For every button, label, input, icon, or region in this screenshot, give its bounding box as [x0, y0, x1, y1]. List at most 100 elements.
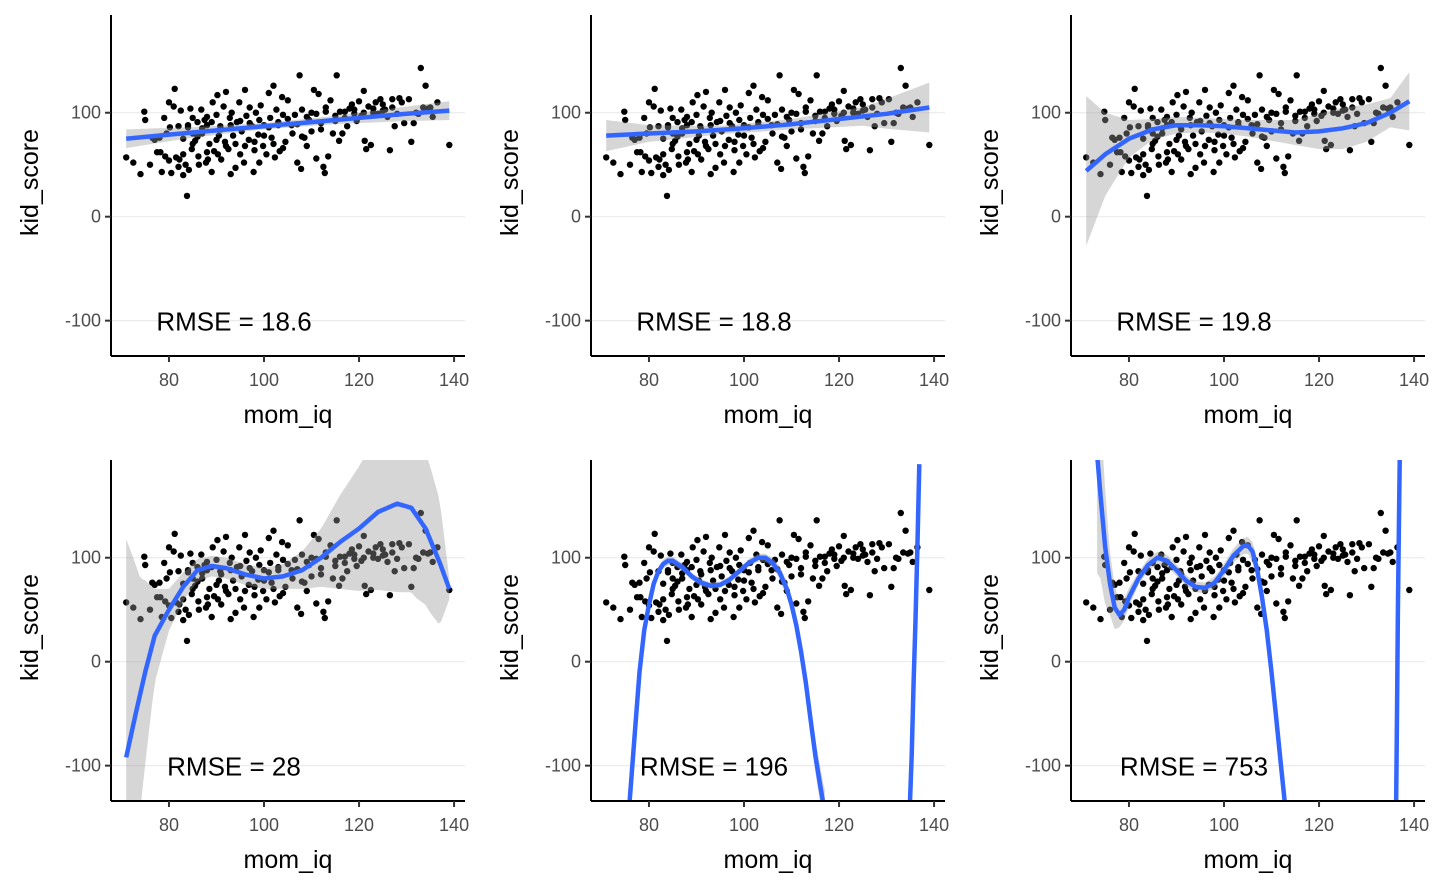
data-point	[1293, 517, 1300, 524]
data-point	[156, 579, 163, 586]
data-point	[1382, 82, 1389, 89]
data-point	[764, 97, 771, 104]
data-point	[355, 543, 363, 550]
data-point	[1281, 614, 1288, 622]
data-point	[1166, 140, 1173, 148]
data-point	[828, 546, 836, 553]
data-point	[769, 575, 776, 582]
data-point	[1263, 558, 1270, 566]
data-point	[363, 590, 370, 598]
data-point	[256, 159, 263, 166]
data-point	[698, 601, 705, 608]
data-point	[1257, 165, 1265, 173]
data-point	[199, 570, 206, 577]
data-point	[1188, 109, 1195, 116]
data-point	[1263, 113, 1270, 121]
data-point	[721, 531, 729, 539]
data-point	[1275, 535, 1282, 543]
x-tick-label: 140	[439, 815, 469, 835]
data-point	[1304, 568, 1311, 575]
data-point	[843, 145, 850, 153]
data-point	[268, 579, 275, 586]
data-point	[360, 554, 367, 561]
data-point	[1346, 147, 1354, 154]
data-point	[1281, 169, 1288, 177]
data-point	[245, 136, 252, 143]
data-point	[279, 144, 287, 152]
data-point	[771, 111, 779, 119]
data-point	[1239, 111, 1247, 119]
data-point	[651, 530, 658, 537]
data-point	[819, 575, 826, 582]
data-point	[1140, 171, 1147, 179]
data-point	[329, 575, 337, 582]
data-point	[750, 82, 757, 89]
data-point	[1256, 517, 1263, 524]
data-point	[146, 606, 154, 613]
data-point	[360, 87, 367, 95]
y-axis-title: kid_score	[976, 574, 1004, 681]
data-point	[1344, 113, 1351, 121]
data-point	[1192, 609, 1199, 616]
data-point	[308, 573, 315, 580]
data-point	[398, 99, 405, 106]
data-point	[709, 577, 717, 584]
data-point	[813, 72, 820, 79]
data-point	[1163, 149, 1171, 156]
data-point	[184, 569, 192, 576]
data-point	[1313, 562, 1320, 570]
data-point	[1349, 549, 1356, 556]
data-point	[168, 614, 175, 622]
x-tick-label: 80	[1119, 370, 1139, 390]
data-point	[665, 166, 673, 174]
y-tick-label: 0	[1051, 652, 1061, 672]
data-point	[1097, 170, 1104, 178]
data-point	[1368, 583, 1375, 590]
data-point	[1389, 113, 1396, 121]
data-point	[170, 548, 177, 555]
data-point	[1196, 544, 1203, 551]
data-point	[878, 544, 885, 551]
data-point	[1111, 136, 1118, 143]
data-point	[1289, 575, 1297, 582]
data-point	[228, 109, 235, 116]
data-point	[1337, 96, 1344, 103]
data-point	[339, 130, 346, 137]
data-point	[675, 598, 682, 605]
data-point	[1122, 153, 1129, 160]
data-point	[731, 147, 738, 154]
data-point	[1182, 88, 1190, 96]
data-point	[222, 533, 230, 541]
data-point	[1155, 598, 1162, 605]
data-point	[256, 561, 263, 569]
data-point	[1197, 117, 1204, 125]
data-point	[675, 153, 682, 160]
data-point	[1090, 604, 1097, 611]
data-point	[843, 590, 850, 598]
data-point	[637, 149, 644, 156]
data-point	[1230, 140, 1237, 148]
data-point	[1137, 552, 1144, 559]
data-point	[1154, 578, 1161, 585]
data-point	[189, 585, 196, 593]
data-point	[384, 558, 391, 566]
data-point	[137, 170, 144, 178]
data-point	[841, 582, 848, 589]
data-point	[1242, 138, 1249, 145]
data-point	[137, 615, 144, 623]
data-point	[204, 601, 212, 608]
data-point	[1295, 582, 1303, 589]
data-point	[146, 161, 154, 168]
data-point	[1280, 163, 1287, 170]
data-point	[297, 610, 305, 618]
data-point	[232, 164, 239, 171]
data-point	[232, 609, 239, 616]
data-point	[243, 557, 250, 564]
data-point	[267, 559, 274, 567]
data-point	[650, 103, 657, 110]
data-point	[1248, 567, 1255, 574]
data-point	[203, 594, 211, 601]
data-point	[353, 562, 360, 570]
data-point	[1394, 99, 1401, 106]
data-point	[888, 583, 895, 590]
